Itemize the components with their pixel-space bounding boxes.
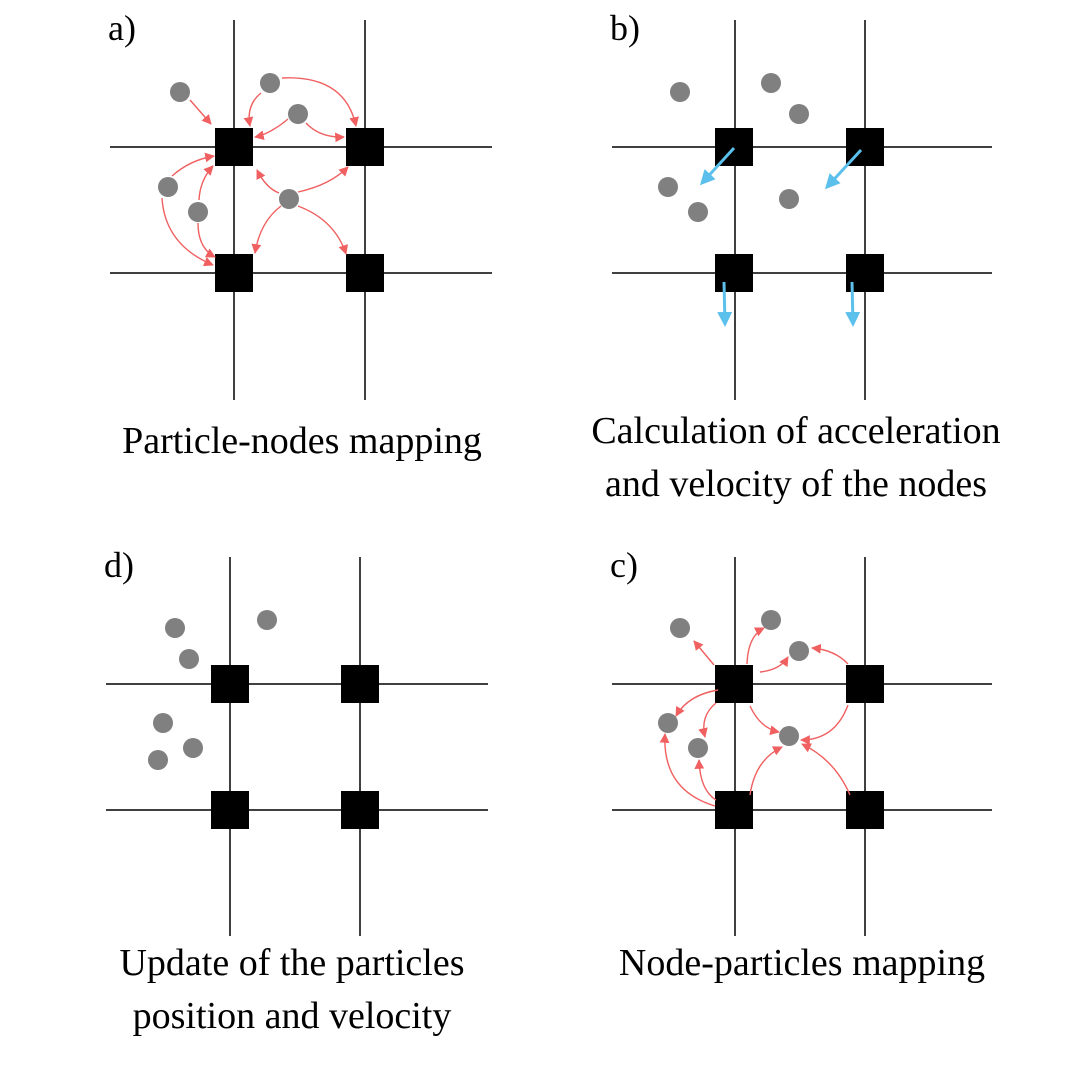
particles — [658, 610, 809, 758]
node — [346, 128, 384, 166]
particle — [179, 649, 199, 669]
panel-d-label: d) — [104, 545, 134, 585]
particle — [158, 177, 178, 197]
caption-line: Node-particles mapping — [618, 942, 986, 984]
panel-a-label: a) — [108, 8, 136, 48]
particle — [779, 726, 799, 746]
mapping-arrows — [659, 627, 851, 807]
particle — [153, 713, 173, 733]
grid-lines — [612, 20, 992, 400]
particles — [158, 73, 308, 222]
particle — [670, 618, 690, 638]
particle — [658, 713, 678, 733]
panel-c-caption: Node-particles mapping — [562, 937, 1042, 990]
node — [211, 665, 249, 703]
particle — [658, 177, 678, 197]
particle — [288, 104, 308, 124]
panel-a-diagram — [110, 20, 492, 400]
panel-b-caption: Calculation of acceleration and velocity… — [556, 405, 1036, 511]
node — [846, 665, 884, 703]
caption-line: Calculation of acceleration — [591, 410, 1001, 452]
particle — [170, 82, 190, 102]
particle — [688, 738, 708, 758]
particle — [279, 189, 299, 209]
panel-b-diagram — [612, 20, 992, 400]
panel-d-caption: Update of the particles position and vel… — [52, 937, 532, 1043]
particle — [761, 73, 781, 93]
node — [346, 254, 384, 292]
grid-lines — [106, 557, 488, 936]
particle — [761, 610, 781, 630]
velocity-arrows — [699, 146, 863, 327]
panel-c-label: c) — [610, 545, 638, 585]
node — [715, 791, 753, 829]
grid-lines — [612, 557, 992, 936]
caption-line: Update of the particles — [119, 942, 465, 984]
node — [715, 665, 753, 703]
grid-lines — [110, 20, 492, 400]
node — [211, 791, 249, 829]
particle — [688, 202, 708, 222]
particle — [148, 750, 168, 770]
node — [341, 665, 379, 703]
node — [215, 254, 253, 292]
particle — [165, 618, 185, 638]
particle — [670, 82, 690, 102]
node — [846, 791, 884, 829]
grid-nodes — [215, 128, 384, 292]
particle — [789, 104, 809, 124]
particle — [188, 202, 208, 222]
particles — [148, 610, 277, 770]
particle — [260, 73, 280, 93]
particles — [658, 73, 809, 222]
grid-nodes — [715, 665, 884, 829]
caption-line: Particle-nodes mapping — [122, 420, 482, 462]
panel-d-diagram — [106, 557, 488, 936]
particle — [183, 738, 203, 758]
node — [715, 128, 753, 166]
caption-line: position and velocity — [132, 995, 452, 1038]
node — [215, 128, 253, 166]
node — [715, 254, 753, 292]
particle — [789, 641, 809, 661]
caption-line: and velocity of the nodes — [604, 463, 987, 506]
panel-c-diagram — [612, 557, 992, 936]
grid-nodes — [211, 665, 379, 829]
mapping-arrows — [161, 77, 359, 267]
panel-a-caption: Particle-nodes mapping — [62, 415, 542, 468]
particle — [257, 610, 277, 630]
node — [341, 791, 379, 829]
particle — [779, 189, 799, 209]
panel-b-label: b) — [610, 8, 640, 48]
